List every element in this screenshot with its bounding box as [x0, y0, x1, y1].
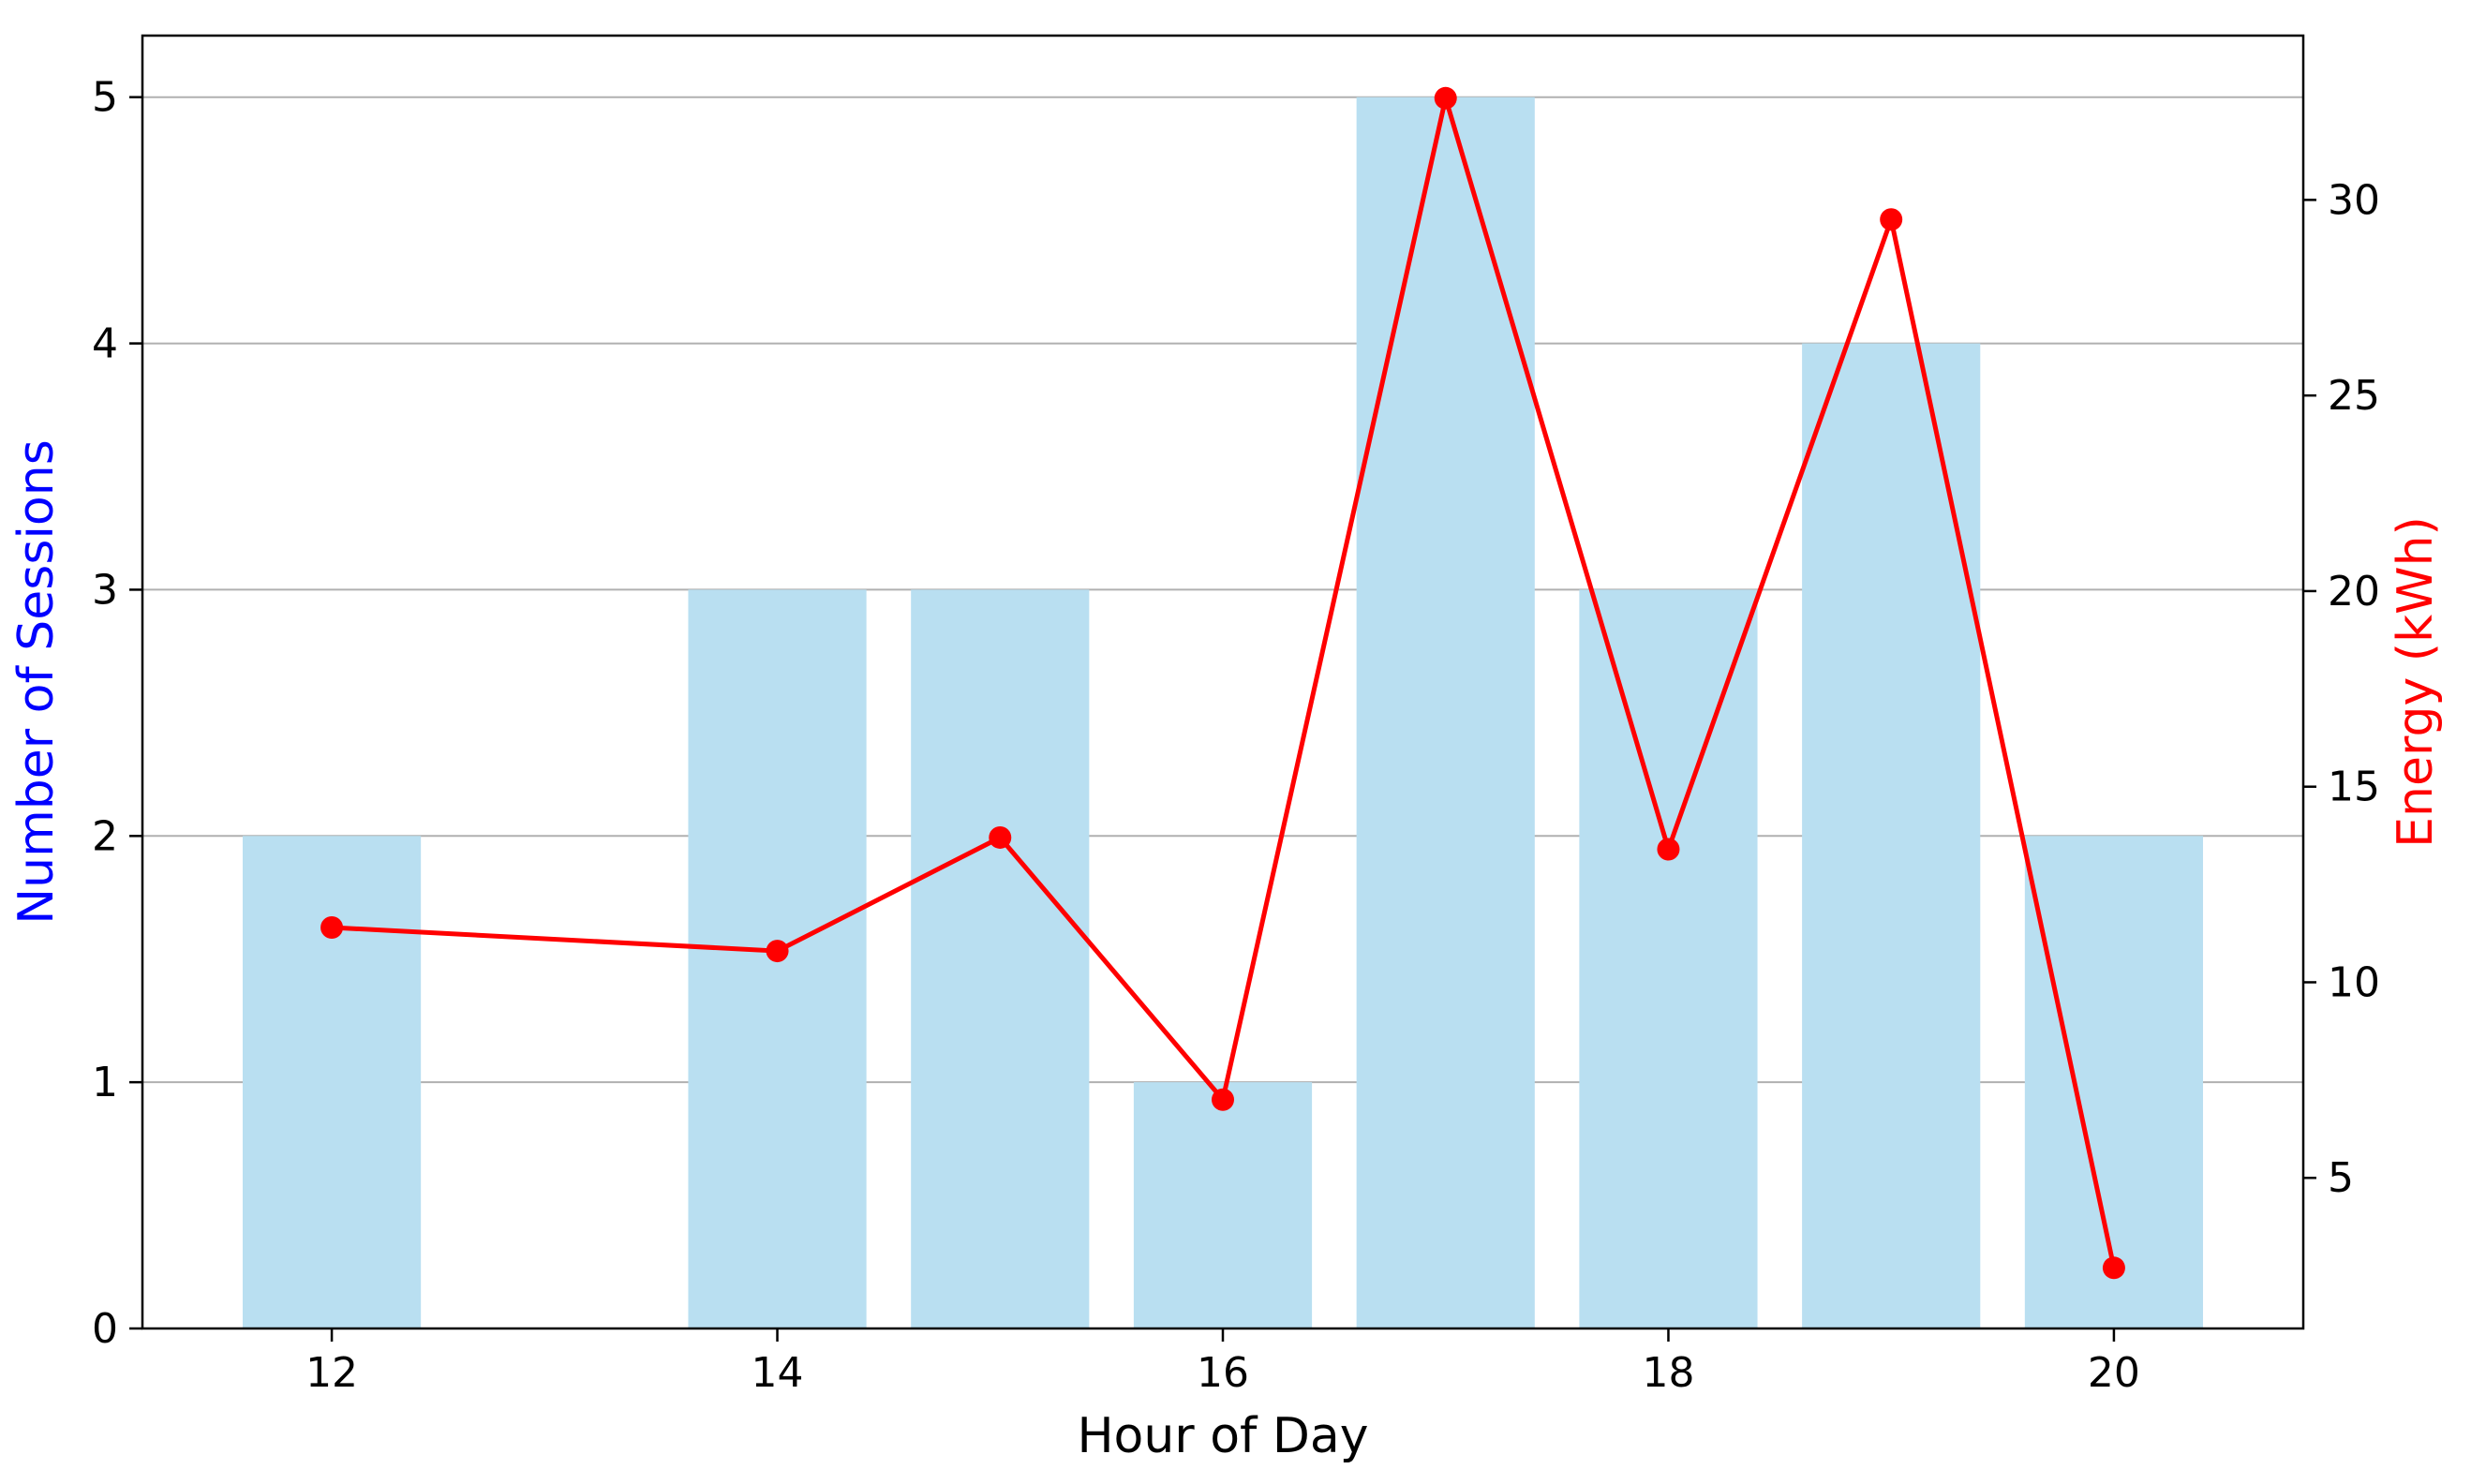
- x-tick-label: 14: [752, 1349, 804, 1397]
- x-tick-label: 12: [305, 1349, 358, 1397]
- energy-point: [1880, 208, 1903, 231]
- x-tick-label: 16: [1197, 1349, 1249, 1397]
- right-y-tick-label: 30: [2328, 176, 2380, 224]
- right-y-tick-label: 5: [2328, 1154, 2354, 1202]
- energy-point: [1212, 1088, 1234, 1111]
- session-bar: [1579, 589, 1758, 1328]
- session-bar: [1133, 1082, 1313, 1328]
- left-y-tick-label: 3: [92, 566, 118, 614]
- left-y-tick-label: 5: [92, 74, 118, 122]
- energy-point: [989, 825, 1012, 849]
- energy-point: [320, 916, 344, 940]
- right-y-tick-label: 20: [2328, 568, 2380, 616]
- energy-point: [766, 940, 789, 963]
- left-y-axis-title: Number of Sessions: [8, 439, 65, 925]
- axes: [129, 34, 2316, 1342]
- session-bar: [1802, 343, 1981, 1329]
- x-tick-label: 20: [2088, 1349, 2140, 1397]
- session-bar: [2024, 836, 2204, 1328]
- left-y-tick-label: 2: [92, 812, 118, 860]
- energy-point: [1657, 838, 1680, 861]
- session-bar: [242, 836, 422, 1328]
- energy-line: [320, 86, 2125, 1280]
- x-axis-title: Hour of Day: [1077, 1408, 1368, 1464]
- left-y-tick-label: 1: [92, 1059, 118, 1106]
- session-bar: [1356, 96, 1535, 1329]
- right-y-tick-label: 10: [2328, 958, 2380, 1006]
- x-tick-label: 18: [1642, 1349, 1694, 1397]
- session-bars: [242, 96, 2204, 1329]
- session-bar: [911, 589, 1090, 1328]
- right-y-tick-label: 25: [2328, 372, 2380, 420]
- right-y-axis-title: Energy (kWh): [2388, 516, 2444, 848]
- energy-point: [1434, 86, 1457, 110]
- left-y-tick-label: 0: [92, 1305, 118, 1353]
- left-y-tick-label: 4: [92, 320, 118, 368]
- energy-line-path: [331, 96, 2117, 1269]
- energy-point: [2102, 1256, 2125, 1280]
- right-y-tick-label: 15: [2328, 764, 2380, 811]
